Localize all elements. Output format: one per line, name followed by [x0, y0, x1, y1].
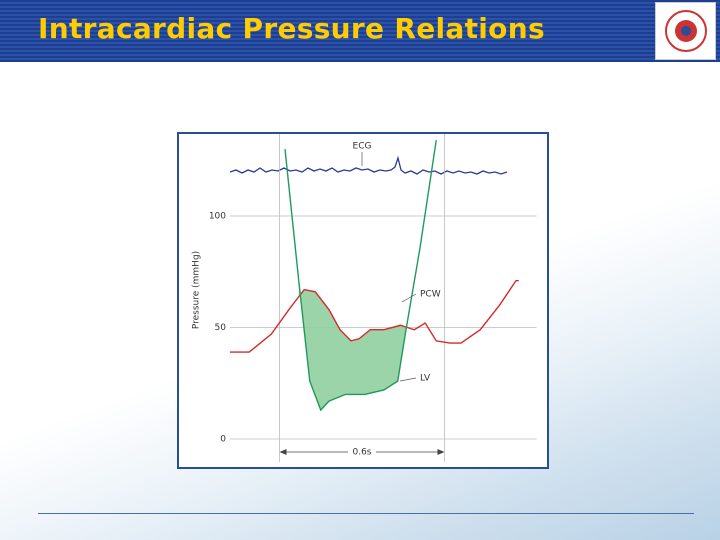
leader-line [399, 377, 417, 382]
y-tick-label: 0 [220, 435, 226, 445]
filling-area [298, 280, 406, 411]
logo-icon [665, 10, 707, 52]
series-line [284, 140, 437, 412]
logo [655, 2, 716, 60]
ecg-trace [229, 155, 508, 175]
y-tick-label: 100 [209, 212, 226, 222]
series-label: LV [420, 374, 431, 384]
series-label: PCW [420, 290, 441, 300]
y-tick-label: 50 [215, 323, 227, 333]
label-bg [348, 446, 376, 458]
figure-frame [177, 132, 549, 469]
footer-rule [38, 513, 694, 514]
slide-title: Intracardiac Pressure Relations [38, 12, 545, 45]
leader-line [401, 293, 417, 303]
plot-area [230, 140, 519, 412]
series-line [230, 279, 519, 353]
y-axis-label: Pressure (mmHg) [192, 251, 202, 329]
title-bar [0, 0, 720, 62]
ecg-label: ECG [353, 142, 372, 152]
interval-label: 0.6s [352, 448, 371, 458]
